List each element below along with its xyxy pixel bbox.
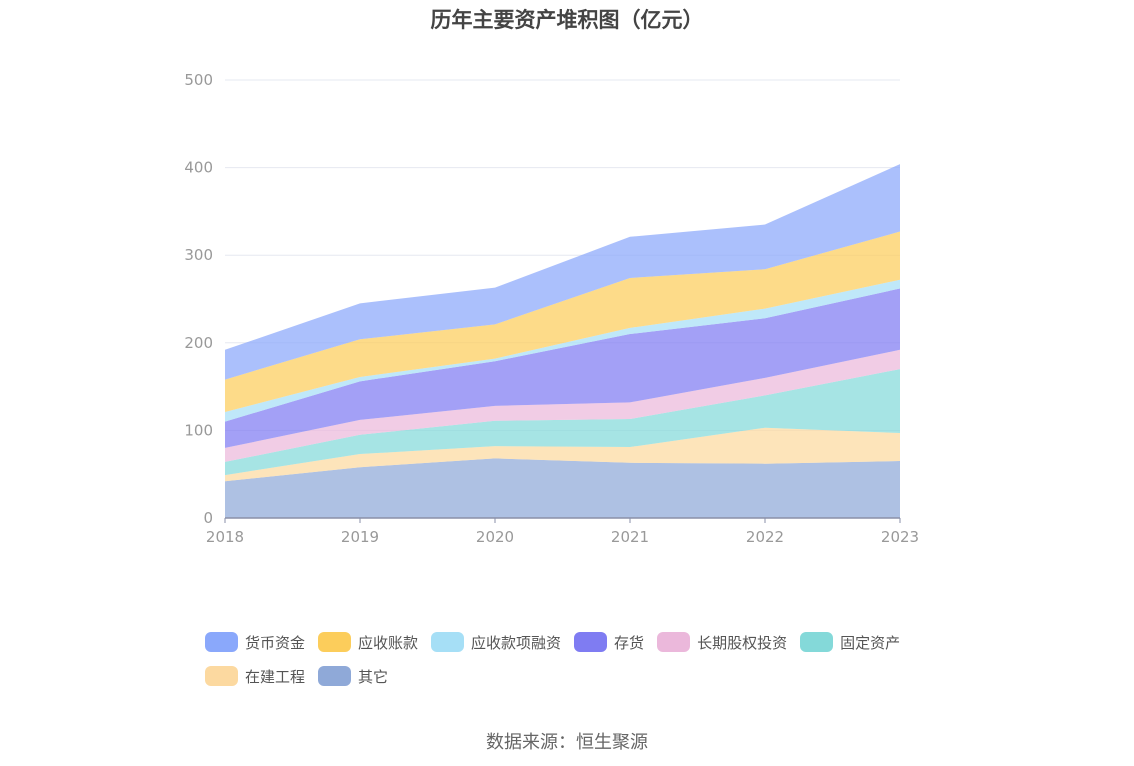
legend-item[interactable]: 应收款项融资 [431, 630, 561, 654]
y-tick-label: 200 [184, 334, 213, 352]
legend-item[interactable]: 在建工程 [205, 664, 305, 688]
y-tick-label: 0 [203, 509, 213, 527]
y-tick-label: 500 [184, 71, 213, 89]
data-source: 数据来源：恒生聚源 [486, 732, 648, 753]
area-货币资金 [225, 164, 900, 380]
x-tick-label: 2018 [206, 528, 244, 546]
y-tick-label: 300 [184, 246, 213, 264]
legend-swatch [318, 632, 352, 652]
stacked-area-chart: 0 100 200 300 400 500 2018 2019 2020 2021 2022 2023 [184, 71, 919, 546]
legend-item[interactable]: 应收账款 [318, 630, 418, 654]
legend-item[interactable]: 长期股权投资 [657, 630, 787, 654]
legend-label: 应收账款 [358, 633, 419, 652]
x-tick-label: 2023 [881, 528, 919, 546]
area-应收账款 [225, 231, 900, 413]
legend-item[interactable]: 存货 [574, 630, 644, 654]
legend-label: 其它 [358, 667, 389, 686]
legend-swatch [800, 632, 834, 652]
y-tick-label: 400 [184, 159, 213, 177]
y-tick-label: 100 [184, 421, 213, 439]
legend-swatch [574, 632, 608, 652]
legend-item[interactable]: 其它 [318, 664, 388, 688]
legend-label: 在建工程 [245, 667, 306, 686]
legend-label: 货币资金 [245, 633, 306, 652]
legend-label: 固定资产 [840, 633, 901, 652]
area-长期股权投资 [225, 349, 900, 462]
legend: 货币资金 应收账款 应收款项融资 存货 长期股权投资 固定资产在建工程 其它 [205, 630, 965, 698]
area-在建工程 [225, 427, 900, 482]
legend-swatch [657, 632, 691, 652]
axes: 0 100 200 300 400 500 2018 2019 2020 2021 2022 2023 [184, 71, 919, 546]
legend-item[interactable]: 固定资产 [800, 630, 900, 654]
area-固定资产 [225, 369, 900, 476]
chart-title: 历年主要资产堆积图（亿元） [430, 8, 704, 32]
legend-swatch [205, 666, 238, 686]
legend-swatch [318, 666, 352, 686]
area-series [225, 164, 900, 518]
area-应收款项融资 [225, 279, 900, 422]
legend-label: 长期股权投资 [697, 633, 788, 652]
legend-swatch [205, 632, 238, 652]
x-tick-label: 2020 [476, 528, 514, 546]
area-其它 [225, 458, 900, 518]
legend-item[interactable]: 货币资金 [205, 630, 305, 654]
legend-label: 存货 [614, 633, 645, 652]
x-tick-label: 2019 [341, 528, 379, 546]
x-tick-label: 2022 [746, 528, 784, 546]
legend-label: 应收款项融资 [471, 633, 562, 652]
area-存货 [225, 288, 900, 448]
legend-swatch [431, 632, 465, 652]
x-tick-label: 2021 [611, 528, 649, 546]
